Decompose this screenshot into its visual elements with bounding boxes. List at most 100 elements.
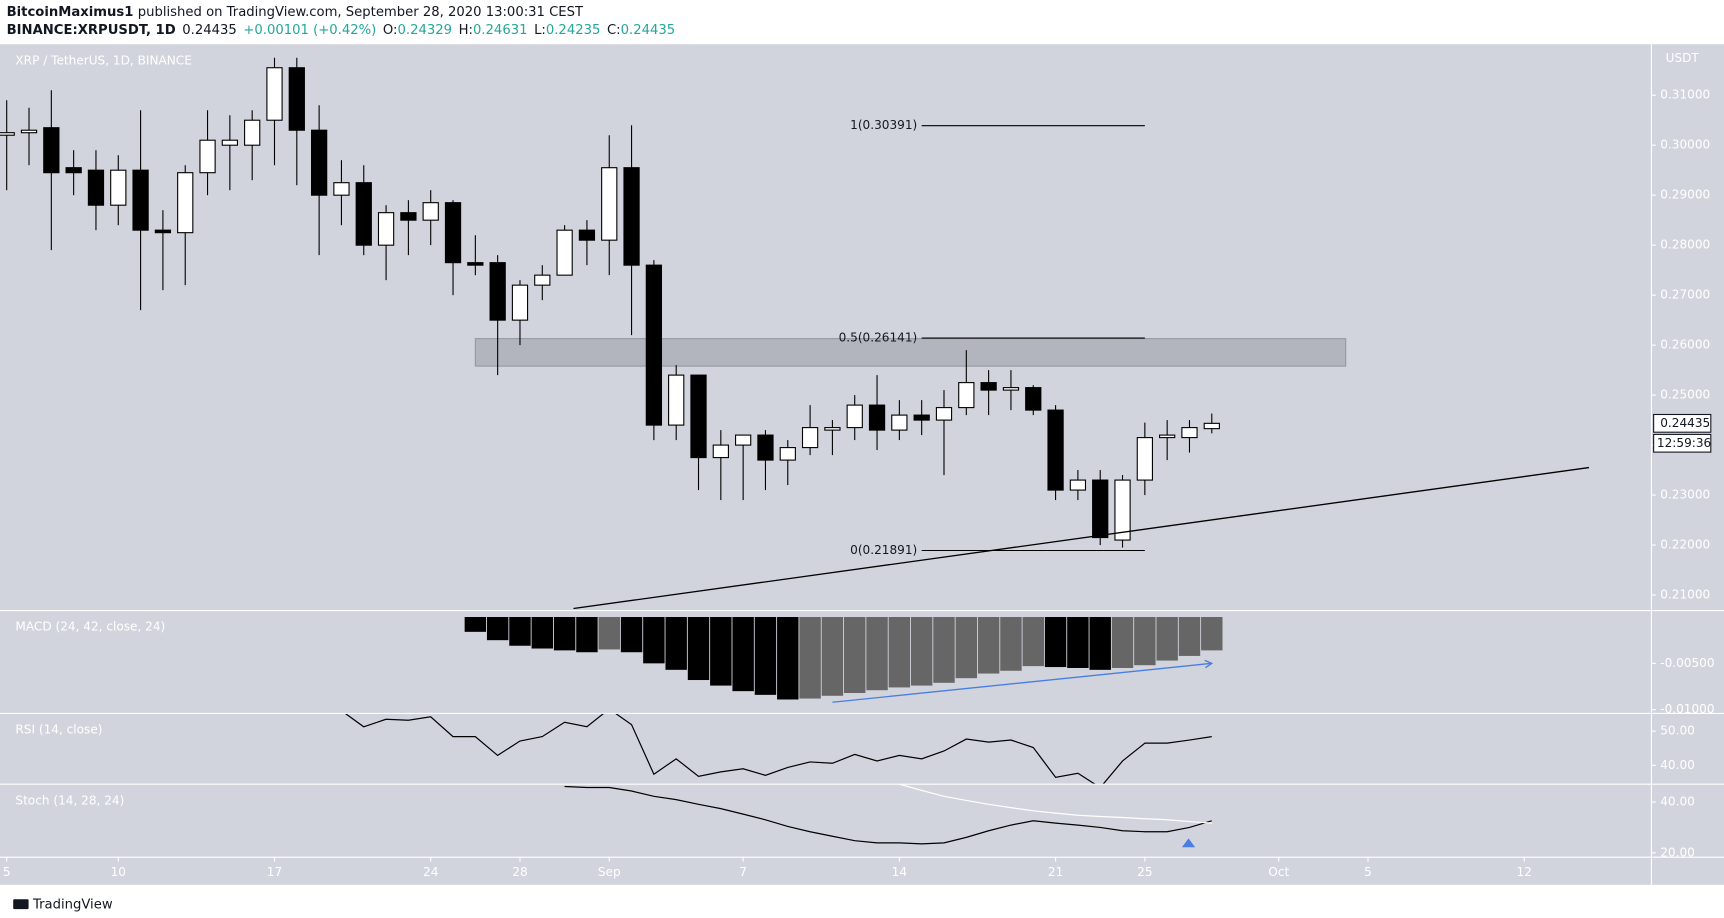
candle-body: [1181, 427, 1198, 439]
candle-body: [444, 202, 462, 264]
pane: [344, 713, 1212, 785]
histogram-bar: [910, 617, 933, 686]
price-unit: USDT: [1666, 51, 1700, 65]
x-tick-label: 24: [423, 865, 439, 879]
change: +0.00101 (+0.42%): [243, 23, 376, 38]
published: published on TradingView.com, September …: [138, 5, 584, 20]
candle-body: [958, 382, 975, 409]
candle-body: [87, 169, 105, 206]
candle-body: [645, 264, 663, 426]
candle-body: [110, 169, 127, 206]
histogram-bar: [687, 617, 710, 681]
indicator-line: [344, 713, 1212, 785]
ohlc-key: O:: [383, 23, 398, 38]
candle-body: [333, 182, 350, 196]
candle-body: [244, 119, 261, 146]
histogram-bar: [977, 617, 1000, 674]
candle-body: [846, 404, 863, 429]
header-line: BitcoinMaximus1 published on TradingView.…: [7, 5, 584, 20]
histogram-bar: [710, 617, 732, 686]
candle-body: [1203, 422, 1220, 430]
histogram-bar: [531, 617, 554, 649]
last-price-box: [1653, 413, 1712, 433]
candle-body: [556, 229, 573, 276]
candle-body: [1002, 387, 1020, 391]
ohlc-key: C:: [607, 23, 621, 38]
x-tick-label: 28: [512, 865, 527, 879]
symbol-line: BINANCE:XRPUSDT, 1D 0.24435 +0.00101 (+0.4…: [7, 23, 676, 38]
pane: [564, 784, 1212, 845]
histogram-bar: [821, 617, 844, 696]
candle-body: [690, 374, 707, 459]
candle-body: [199, 139, 216, 174]
histogram-bar: [576, 617, 598, 653]
candle-body: [1114, 479, 1131, 541]
candle-body: [868, 404, 886, 431]
x-tick-label: 5: [1364, 865, 1372, 879]
candle-body: [221, 139, 238, 146]
candle-body: [578, 229, 596, 241]
x-tick-label: Oct: [1268, 865, 1289, 879]
histogram-bar: [1067, 617, 1089, 668]
candle-body: [824, 427, 841, 431]
histogram-bar: [732, 617, 754, 692]
histogram-bar: [665, 617, 687, 670]
indicator-line: [899, 784, 1212, 824]
y-tick-label: 50.00: [1660, 724, 1695, 738]
candle-body: [935, 407, 953, 421]
ohlc-value: 0.24329: [398, 23, 453, 38]
histogram-bar: [464, 617, 487, 632]
x-tick-label: 17: [267, 865, 282, 879]
candle-body: [310, 129, 328, 196]
histogram-bar: [844, 617, 866, 693]
y-tick-label: 20.00: [1660, 845, 1695, 859]
y-tick-label: 0.26000: [1660, 338, 1710, 352]
ohlc-key: L:: [534, 23, 546, 38]
x-tick-label: 10: [111, 865, 126, 879]
y-tick-label: 0.31000: [1660, 88, 1710, 102]
pane-title: Stoch (14, 28, 24): [15, 793, 124, 807]
candle-body: [1069, 479, 1087, 491]
candle-body: [154, 229, 172, 234]
candle-body: [534, 274, 551, 286]
candle-body: [400, 212, 417, 221]
last-price: 0.24435: [182, 23, 237, 38]
symbol: BINANCE:XRPUSDT, 1D: [7, 23, 176, 38]
candle-body: [422, 202, 439, 221]
candle-body: [779, 447, 796, 461]
candle-body: [355, 182, 372, 246]
y-tick-label: 0.28000: [1660, 238, 1710, 252]
histogram-bar: [1201, 617, 1223, 651]
x-tick-label: Sep: [598, 865, 621, 879]
histogram-bar: [1089, 617, 1111, 670]
candle-body: [0, 132, 15, 136]
candle-body: [668, 374, 685, 426]
pane-title: RSI (14, close): [15, 722, 102, 736]
histogram-bar: [799, 617, 821, 699]
pane: [464, 617, 1223, 703]
histogram-bar: [955, 617, 978, 679]
x-tick-label: 5: [3, 865, 11, 879]
x-tick-label: 14: [892, 865, 908, 879]
y-tick-label: 0.21000: [1660, 588, 1710, 602]
y-tick-label: 0.23000: [1660, 488, 1710, 502]
x-tick-label: 12: [1517, 865, 1532, 879]
histogram-bar: [598, 617, 620, 650]
histogram-bar: [866, 617, 888, 691]
fib-label: 0.5(0.26141): [839, 331, 918, 345]
resistance-zone: [474, 338, 1347, 367]
logo-icon: [13, 899, 29, 910]
ohlc-value: 0.24235: [546, 23, 601, 38]
histogram-bar: [553, 617, 576, 651]
histogram-bar: [643, 617, 665, 664]
candle-body: [1025, 387, 1042, 411]
chart-background: [0, 44, 1724, 885]
trend-arrow: [832, 662, 1212, 703]
candle-body: [20, 129, 38, 134]
candle-body: [980, 382, 997, 391]
histogram-bar: [620, 617, 643, 653]
candle-body: [913, 414, 930, 421]
footer-logo: TradingView: [13, 898, 113, 913]
